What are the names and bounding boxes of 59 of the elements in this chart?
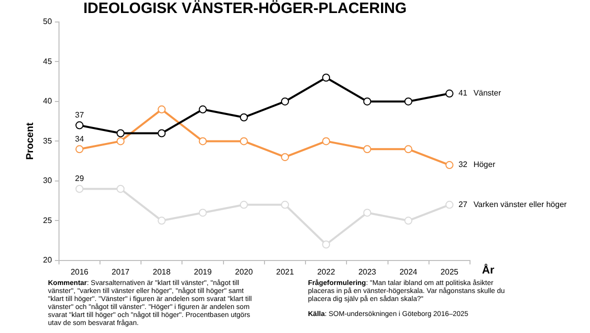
point — [322, 240, 330, 249]
point — [445, 90, 454, 98]
point — [75, 121, 84, 130]
point — [281, 200, 290, 209]
point — [198, 105, 207, 114]
text: Varken vänster eller höger — [473, 200, 568, 209]
data-label: 37 — [75, 110, 84, 120]
point — [281, 153, 290, 162]
data-label: 27 — [458, 200, 468, 209]
x-tick-label: 2018 — [152, 267, 172, 276]
y-tick-label: 20 — [42, 256, 52, 265]
x-tick-label: 2017 — [112, 267, 130, 276]
data-label: 41 — [458, 88, 468, 98]
data-label: 32 — [458, 160, 468, 170]
point — [363, 97, 372, 106]
y-axis-title: Procent — [24, 122, 36, 160]
y-tick-label: 30 — [42, 176, 52, 186]
text: Höger — [473, 160, 496, 170]
data-label: 29 — [75, 174, 84, 184]
point — [445, 161, 454, 170]
point — [158, 105, 166, 114]
y-tick-label: 45 — [42, 56, 52, 66]
x-tick-label: 2019 — [194, 267, 212, 276]
point — [404, 145, 412, 154]
x-tick-label: 2022 — [317, 267, 336, 276]
point — [240, 113, 248, 122]
point — [322, 74, 330, 82]
text: Vänster — [473, 88, 502, 98]
point — [322, 137, 330, 146]
point — [116, 129, 125, 138]
chart-title: IDEOLOGISK VÄNSTER-HÖGER-PLACERING — [83, 0, 407, 18]
x-axis-title: År — [482, 263, 495, 276]
point — [75, 145, 84, 154]
y-tick-label: 40 — [42, 96, 52, 106]
point — [363, 208, 372, 217]
y-tick-label: 35 — [42, 136, 52, 146]
x-tick-label: 2020 — [234, 267, 254, 276]
point — [404, 97, 412, 106]
point — [445, 200, 454, 209]
y-tick-label: 25 — [42, 216, 52, 225]
x-tick-label: 2024 — [399, 267, 418, 276]
point — [116, 184, 125, 193]
x-tick-label: 2025 — [440, 267, 459, 276]
point — [240, 137, 248, 146]
point — [75, 184, 84, 193]
point — [158, 129, 166, 138]
point — [198, 137, 207, 146]
data-label: 34 — [75, 134, 84, 144]
point — [240, 200, 248, 209]
point — [116, 137, 125, 146]
point — [363, 145, 372, 154]
x-tick-label: 2021 — [276, 267, 294, 276]
y-tick-label: 50 — [42, 17, 52, 26]
x-tick-label: 2016 — [70, 267, 89, 276]
point — [404, 216, 412, 225]
point — [198, 208, 207, 217]
x-tick-label: 2023 — [358, 267, 377, 276]
point — [158, 216, 166, 225]
point — [281, 97, 290, 106]
